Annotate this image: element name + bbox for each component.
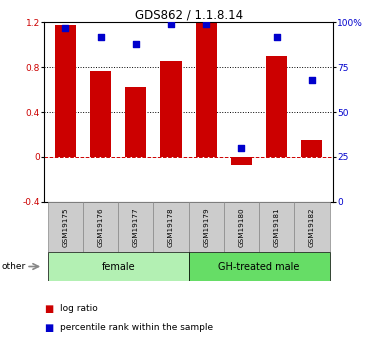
Bar	[55, 24, 76, 157]
Text: other: other	[2, 262, 26, 271]
Text: log ratio: log ratio	[60, 304, 97, 313]
Bar	[161, 60, 182, 157]
Point	[309, 77, 315, 82]
Point	[203, 21, 209, 27]
Bar	[224, 202, 259, 252]
Point	[238, 145, 244, 151]
Text: GSM19175: GSM19175	[62, 207, 69, 247]
Text: ■: ■	[44, 304, 54, 314]
Bar	[48, 202, 83, 252]
Text: GSM19176: GSM19176	[98, 207, 104, 247]
Point	[168, 21, 174, 27]
Bar	[294, 202, 330, 252]
Bar	[48, 252, 189, 281]
Bar	[118, 202, 154, 252]
Text: percentile rank within the sample: percentile rank within the sample	[60, 323, 213, 332]
Text: GSM19181: GSM19181	[274, 207, 280, 247]
Text: GSM19182: GSM19182	[309, 207, 315, 247]
Bar	[125, 87, 146, 157]
Bar	[231, 157, 252, 165]
Bar	[196, 22, 217, 157]
Point	[62, 25, 69, 31]
Text: ■: ■	[44, 323, 54, 333]
Point	[133, 41, 139, 47]
Text: GSM19178: GSM19178	[168, 207, 174, 247]
Text: female: female	[101, 262, 135, 272]
Bar	[301, 140, 323, 157]
Bar	[90, 71, 111, 157]
Text: GSM19177: GSM19177	[133, 207, 139, 247]
Text: GSM19179: GSM19179	[203, 207, 209, 247]
Bar	[83, 202, 118, 252]
Text: GSM19180: GSM19180	[238, 207, 244, 247]
Text: GH-treated male: GH-treated male	[218, 262, 300, 272]
Title: GDS862 / 1.1.8.14: GDS862 / 1.1.8.14	[135, 8, 243, 21]
Point	[274, 34, 280, 40]
Bar	[154, 202, 189, 252]
Bar	[189, 202, 224, 252]
Bar	[266, 56, 287, 157]
Bar	[189, 252, 330, 281]
Bar	[259, 202, 294, 252]
Point	[97, 34, 104, 40]
